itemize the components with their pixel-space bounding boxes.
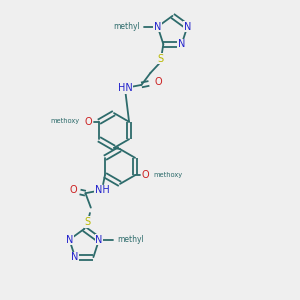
Text: HN: HN (118, 83, 132, 93)
Text: methoxy: methoxy (50, 118, 80, 124)
Text: methyl: methyl (117, 235, 144, 244)
Text: N: N (184, 22, 191, 32)
Text: O: O (70, 185, 77, 195)
Text: O: O (141, 170, 149, 180)
Text: N: N (71, 252, 79, 262)
Text: methyl: methyl (113, 22, 140, 31)
Text: NH: NH (94, 185, 109, 195)
Text: methoxy: methoxy (153, 172, 182, 178)
Text: N: N (95, 235, 103, 245)
Text: S: S (158, 53, 164, 64)
Text: O: O (85, 117, 92, 127)
Text: S: S (85, 217, 91, 227)
Text: N: N (154, 22, 161, 32)
Text: O: O (154, 77, 162, 87)
Text: N: N (178, 39, 185, 49)
Text: N: N (66, 235, 73, 245)
